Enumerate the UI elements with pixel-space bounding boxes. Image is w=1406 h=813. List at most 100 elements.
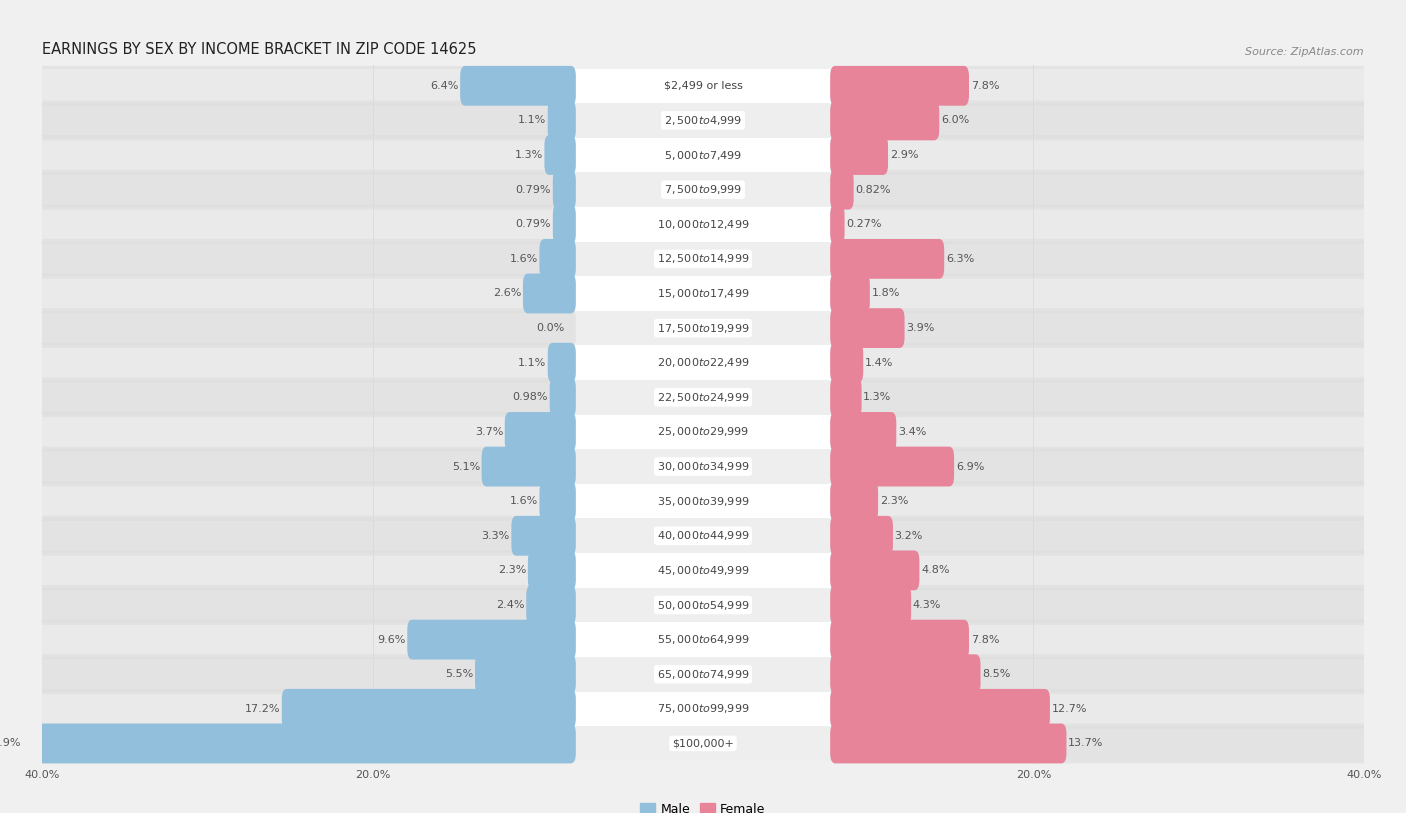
Text: $5,000 to $7,499: $5,000 to $7,499 bbox=[664, 149, 742, 162]
FancyBboxPatch shape bbox=[505, 412, 576, 452]
FancyBboxPatch shape bbox=[540, 239, 576, 279]
Text: $20,000 to $22,499: $20,000 to $22,499 bbox=[657, 356, 749, 369]
Bar bbox=[42, 450, 1364, 484]
Text: 1.3%: 1.3% bbox=[515, 150, 543, 160]
Text: 32.9%: 32.9% bbox=[0, 738, 21, 749]
Text: $2,500 to $4,999: $2,500 to $4,999 bbox=[664, 114, 742, 127]
Text: $65,000 to $74,999: $65,000 to $74,999 bbox=[657, 667, 749, 680]
FancyBboxPatch shape bbox=[830, 516, 893, 555]
Text: $100,000+: $100,000+ bbox=[672, 738, 734, 749]
FancyBboxPatch shape bbox=[830, 377, 1369, 417]
FancyBboxPatch shape bbox=[830, 481, 879, 521]
FancyBboxPatch shape bbox=[37, 101, 576, 141]
Text: 1.1%: 1.1% bbox=[517, 358, 546, 367]
Bar bbox=[42, 588, 1364, 622]
Text: $45,000 to $49,999: $45,000 to $49,999 bbox=[657, 564, 749, 577]
Bar bbox=[42, 415, 1364, 450]
Bar bbox=[42, 207, 1364, 241]
FancyBboxPatch shape bbox=[830, 170, 1369, 210]
Bar bbox=[42, 484, 1364, 519]
Text: 4.8%: 4.8% bbox=[921, 565, 949, 576]
Text: 7.8%: 7.8% bbox=[970, 80, 1000, 91]
Text: 5.1%: 5.1% bbox=[451, 462, 479, 472]
FancyBboxPatch shape bbox=[830, 724, 1369, 763]
Text: 2.9%: 2.9% bbox=[890, 150, 918, 160]
FancyBboxPatch shape bbox=[830, 446, 955, 486]
FancyBboxPatch shape bbox=[830, 101, 1369, 141]
FancyBboxPatch shape bbox=[830, 689, 1050, 728]
Text: $25,000 to $29,999: $25,000 to $29,999 bbox=[657, 425, 749, 438]
Text: 3.7%: 3.7% bbox=[475, 427, 503, 437]
Text: 0.79%: 0.79% bbox=[516, 185, 551, 194]
Text: 6.0%: 6.0% bbox=[941, 115, 969, 125]
Bar bbox=[42, 137, 1364, 172]
FancyBboxPatch shape bbox=[37, 377, 576, 417]
FancyBboxPatch shape bbox=[37, 724, 576, 763]
FancyBboxPatch shape bbox=[830, 274, 870, 313]
Text: EARNINGS BY SEX BY INCOME BRACKET IN ZIP CODE 14625: EARNINGS BY SEX BY INCOME BRACKET IN ZIP… bbox=[42, 42, 477, 57]
FancyBboxPatch shape bbox=[37, 343, 576, 383]
FancyBboxPatch shape bbox=[830, 516, 1369, 555]
Text: 17.2%: 17.2% bbox=[245, 704, 280, 714]
Text: 8.5%: 8.5% bbox=[983, 669, 1011, 679]
Bar bbox=[42, 103, 1364, 137]
Bar bbox=[42, 172, 1364, 207]
FancyBboxPatch shape bbox=[37, 654, 576, 694]
FancyBboxPatch shape bbox=[548, 101, 576, 141]
Text: $17,500 to $19,999: $17,500 to $19,999 bbox=[657, 322, 749, 335]
Text: $7,500 to $9,999: $7,500 to $9,999 bbox=[664, 183, 742, 196]
FancyBboxPatch shape bbox=[37, 204, 576, 244]
FancyBboxPatch shape bbox=[553, 204, 576, 244]
Text: 1.4%: 1.4% bbox=[865, 358, 893, 367]
FancyBboxPatch shape bbox=[408, 620, 576, 659]
FancyBboxPatch shape bbox=[22, 724, 576, 763]
Text: 3.3%: 3.3% bbox=[481, 531, 510, 541]
FancyBboxPatch shape bbox=[37, 274, 576, 313]
FancyBboxPatch shape bbox=[512, 516, 576, 555]
Text: $35,000 to $39,999: $35,000 to $39,999 bbox=[657, 494, 749, 507]
Text: 1.8%: 1.8% bbox=[872, 289, 900, 298]
Text: 1.1%: 1.1% bbox=[517, 115, 546, 125]
FancyBboxPatch shape bbox=[830, 412, 896, 452]
FancyBboxPatch shape bbox=[460, 66, 576, 106]
Text: $15,000 to $17,499: $15,000 to $17,499 bbox=[657, 287, 749, 300]
Bar bbox=[42, 346, 1364, 380]
FancyBboxPatch shape bbox=[830, 204, 845, 244]
Text: $22,500 to $24,999: $22,500 to $24,999 bbox=[657, 391, 749, 404]
Text: Source: ZipAtlas.com: Source: ZipAtlas.com bbox=[1246, 47, 1364, 57]
Text: 2.3%: 2.3% bbox=[498, 565, 526, 576]
FancyBboxPatch shape bbox=[830, 724, 1066, 763]
Text: 6.4%: 6.4% bbox=[430, 80, 458, 91]
FancyBboxPatch shape bbox=[482, 446, 576, 486]
Bar bbox=[42, 692, 1364, 726]
FancyBboxPatch shape bbox=[37, 239, 576, 279]
FancyBboxPatch shape bbox=[37, 689, 576, 728]
FancyBboxPatch shape bbox=[37, 412, 576, 452]
Bar bbox=[42, 657, 1364, 692]
Text: $2,499 or less: $2,499 or less bbox=[664, 80, 742, 91]
FancyBboxPatch shape bbox=[830, 239, 945, 279]
FancyBboxPatch shape bbox=[830, 550, 1369, 590]
FancyBboxPatch shape bbox=[830, 343, 863, 383]
Text: $40,000 to $44,999: $40,000 to $44,999 bbox=[657, 529, 749, 542]
FancyBboxPatch shape bbox=[475, 654, 576, 694]
FancyBboxPatch shape bbox=[830, 620, 969, 659]
Bar bbox=[42, 68, 1364, 103]
FancyBboxPatch shape bbox=[548, 343, 576, 383]
FancyBboxPatch shape bbox=[830, 654, 1369, 694]
Text: 0.0%: 0.0% bbox=[536, 323, 564, 333]
FancyBboxPatch shape bbox=[830, 101, 939, 141]
Text: 1.3%: 1.3% bbox=[863, 393, 891, 402]
FancyBboxPatch shape bbox=[830, 170, 853, 210]
Text: 4.3%: 4.3% bbox=[912, 600, 941, 610]
Bar bbox=[42, 622, 1364, 657]
FancyBboxPatch shape bbox=[37, 135, 576, 175]
FancyBboxPatch shape bbox=[830, 585, 1369, 625]
Text: 2.3%: 2.3% bbox=[880, 496, 908, 506]
FancyBboxPatch shape bbox=[830, 377, 862, 417]
Text: 2.6%: 2.6% bbox=[494, 289, 522, 298]
FancyBboxPatch shape bbox=[527, 550, 576, 590]
FancyBboxPatch shape bbox=[553, 170, 576, 210]
FancyBboxPatch shape bbox=[830, 66, 969, 106]
Text: 0.27%: 0.27% bbox=[846, 220, 882, 229]
